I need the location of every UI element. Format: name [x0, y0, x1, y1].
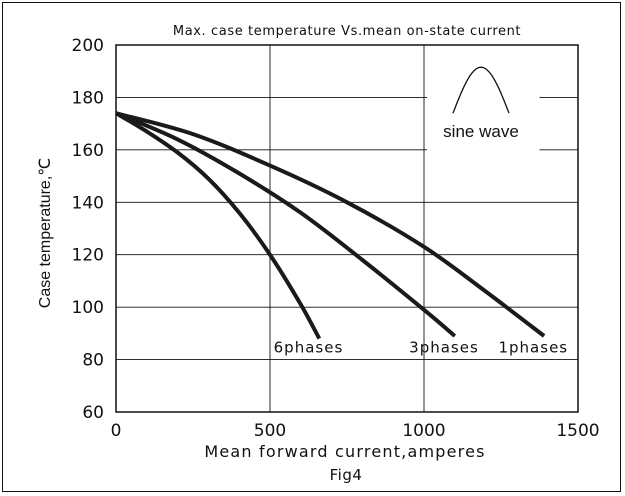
chart-title: Max. case temperature Vs.mean on-state c…: [173, 24, 521, 39]
y-tick-label: 180: [72, 88, 104, 108]
figure-caption: Fig4: [330, 466, 363, 484]
sine-wave-label: sine wave: [443, 122, 519, 141]
sine-half-wave-icon: [452, 66, 510, 114]
series-lines: [114, 111, 546, 340]
series-line-3phases: [115, 111, 457, 338]
y-tick-label: 80: [82, 351, 104, 371]
sine-wave-inset: sine wave: [427, 63, 540, 158]
series-label-3phases: 3phases: [409, 339, 479, 357]
y-tick-label: 100: [72, 298, 104, 318]
series-label-6phases: 6phases: [274, 339, 344, 357]
inset-background: [427, 63, 540, 158]
y-tick-label: 120: [72, 246, 104, 266]
series-labels: 6phases 3phases 1phases: [274, 339, 568, 357]
x-tick-label: 1000: [402, 421, 445, 441]
x-tick-label: 500: [254, 421, 286, 441]
y-tick-label: 140: [72, 193, 104, 213]
plot-area: [115, 44, 579, 413]
series-line-1phases: [115, 111, 546, 338]
figure-frame: [2, 2, 621, 492]
y-tick-label: 60: [82, 403, 104, 423]
y-tick-label: 200: [72, 36, 104, 56]
x-tick-label: 0: [111, 421, 122, 441]
y-tick-label: 160: [72, 141, 104, 161]
x-tick-labels: 0 500 1000 1500: [111, 421, 600, 441]
y-tick-labels: 60 80 100 120 140 160 180 200: [72, 36, 104, 423]
y-axis-label: Case temperature,℃: [37, 158, 54, 308]
series-line-6phases: [114, 111, 322, 340]
x-axis-label: Mean forward current,amperes: [204, 442, 485, 461]
series-label-1phases: 1phases: [498, 339, 568, 357]
x-tick-label: 1500: [556, 421, 599, 441]
